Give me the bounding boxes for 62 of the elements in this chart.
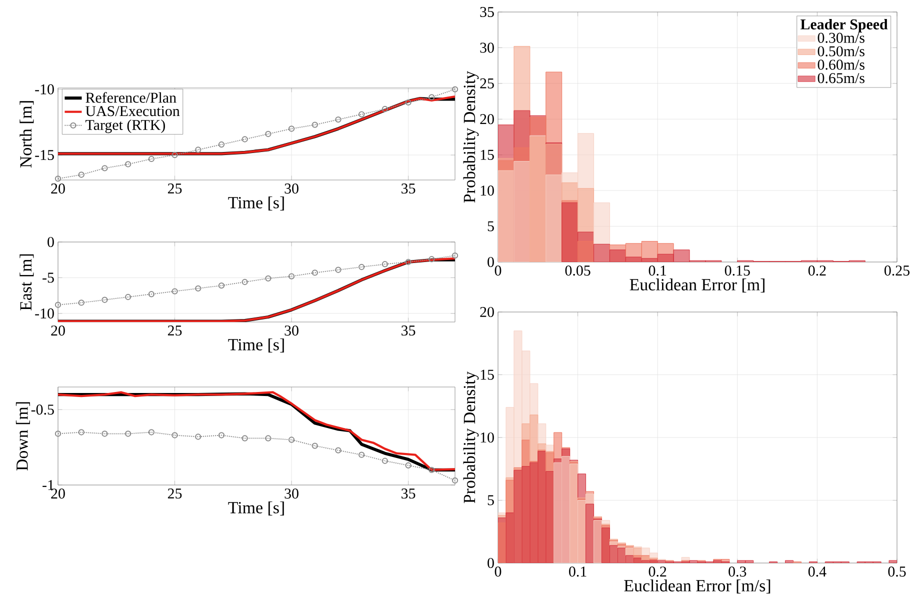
- y-tick-label: -10: [35, 84, 54, 94]
- x-tick-label: 0.05: [565, 266, 590, 276]
- y-tick-label: 10: [480, 186, 494, 196]
- y-axis-title: Down [m]: [16, 402, 30, 471]
- legend-label: 0.65m/s: [818, 73, 864, 84]
- x-tick-label: 0.1: [569, 566, 586, 577]
- x-tick-label: 35: [402, 326, 416, 336]
- x-tick-label: 0: [494, 266, 502, 276]
- y-tick-label: -5: [42, 272, 54, 283]
- x-tick-label: 0.1: [648, 266, 666, 276]
- y-axis-title: North [m]: [20, 101, 34, 168]
- y-tick-label: 25: [480, 78, 494, 88]
- x-tick-label: 0.5: [888, 566, 906, 577]
- x-tick-label: 0.25: [884, 266, 910, 276]
- legend-label: Target (RTK): [86, 120, 165, 134]
- y-tick-label: 20: [480, 114, 494, 124]
- x-axis-title: Time [s]: [228, 196, 284, 210]
- x-tick-label: 20: [51, 326, 65, 336]
- x-axis-title: Time [s]: [228, 338, 284, 352]
- y-tick-label: 15: [480, 370, 494, 380]
- legend-label: 0.60m/s: [818, 60, 864, 70]
- x-tick-label: 0.4: [808, 566, 826, 577]
- x-tick-label: 30: [284, 488, 298, 499]
- x-tick-label: 25: [168, 488, 182, 499]
- y-tick-label: 0: [488, 558, 494, 568]
- y-tick-label: 30: [480, 42, 494, 53]
- x-tick-label: 0.15: [724, 266, 750, 276]
- x-tick-label: 0.2: [808, 266, 826, 276]
- x-tick-label: 30: [284, 326, 298, 336]
- y-tick-label: 35: [480, 6, 494, 18]
- x-axis-title: Time [s]: [228, 501, 284, 516]
- y-tick-label: -0.5: [31, 404, 54, 415]
- x-tick-label: 35: [402, 488, 416, 499]
- y-tick-label: 5: [488, 495, 494, 506]
- x-tick-label: 30: [284, 184, 298, 194]
- legend-label: Reference/Plan: [86, 92, 176, 103]
- legend-label: 0.50m/s: [818, 46, 864, 56]
- x-axis-title: Euclidean Error [m/s]: [624, 580, 770, 594]
- x-tick-label: 0: [494, 566, 502, 577]
- y-tick-label: -15: [35, 150, 54, 160]
- y-axis-title: Probability Density: [463, 70, 479, 203]
- legend-label: 0.30m/s: [818, 32, 864, 43]
- y-tick-label: 20: [480, 306, 494, 318]
- y-axis-title: East [m]: [20, 254, 34, 310]
- y-tick-label: 15: [480, 150, 494, 160]
- x-tick-label: 0.2: [648, 566, 666, 577]
- legend-title: Leader Speed: [800, 18, 888, 32]
- x-tick-label: 25: [168, 326, 182, 336]
- y-tick-label: -10: [35, 308, 54, 318]
- legend-label: UAS/Execution: [86, 106, 180, 116]
- y-tick-label: -1: [42, 480, 54, 490]
- x-tick-label: 20: [51, 184, 65, 194]
- x-tick-label: 20: [51, 488, 65, 499]
- x-tick-label: 35: [402, 184, 416, 194]
- y-tick-label: 0: [48, 236, 54, 248]
- x-tick-label: 25: [168, 184, 182, 194]
- x-axis-title: Euclidean Error [m]: [630, 278, 764, 293]
- y-axis-title: Probability Density: [463, 371, 479, 504]
- y-tick-label: 0: [488, 256, 494, 268]
- x-tick-label: 0.3: [728, 566, 746, 577]
- y-tick-label: 10: [480, 432, 494, 443]
- y-tick-label: 5: [488, 221, 494, 232]
